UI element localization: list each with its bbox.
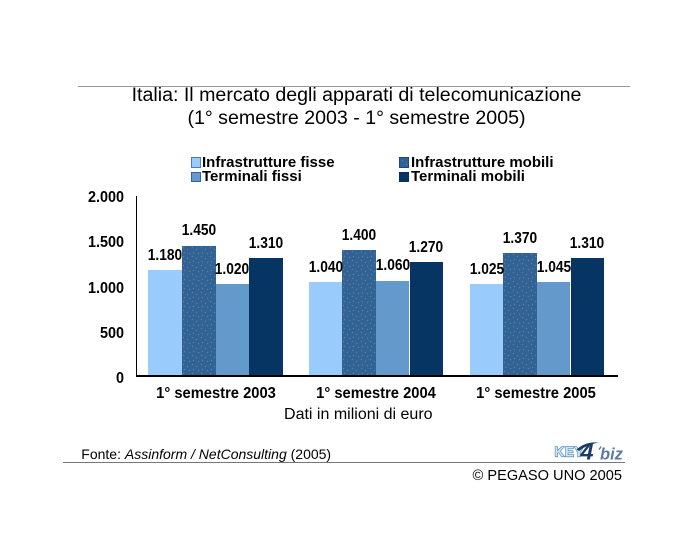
svg-text:biz: biz <box>600 446 624 464</box>
svg-text:KEY: KEY <box>555 445 584 460</box>
svg-text:4: 4 <box>580 439 594 463</box>
